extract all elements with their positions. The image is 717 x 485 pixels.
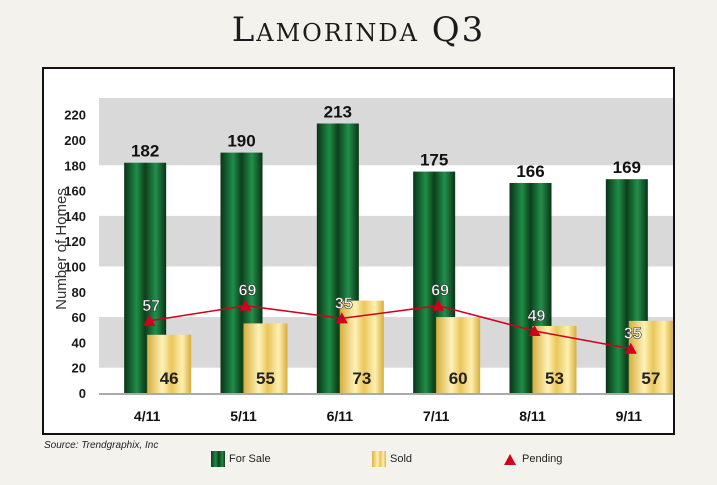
pending-marker (432, 299, 445, 311)
pending-value-label: 69 (239, 283, 257, 300)
bar-sold-label: 60 (449, 369, 468, 388)
bar-for-sale-label: 213 (324, 103, 352, 122)
bar-for-sale-label: 182 (131, 142, 159, 161)
legend-sold-label: Sold (390, 453, 413, 465)
bar-for-sale-label: 166 (516, 162, 544, 181)
bar-for-sale-label: 190 (227, 132, 255, 151)
bar-sold (147, 334, 192, 393)
y-tick-label: 100 (64, 259, 86, 274)
pending-value-label: 35 (624, 326, 642, 343)
y-axis-title: Number of Homes (53, 188, 70, 310)
bar-sold-label: 46 (160, 369, 179, 388)
legend-pending-label: Pending (522, 453, 563, 465)
y-tick-label: 40 (72, 335, 86, 350)
background-band (99, 98, 673, 140)
bar-sold-label: 53 (545, 369, 564, 388)
background-band (99, 317, 673, 368)
legend-sold: Sold (372, 451, 412, 467)
legend-sold-swatch (372, 451, 386, 467)
bar-for-sale-label: 169 (613, 158, 641, 177)
x-tick-label: 7/11 (423, 408, 450, 424)
legend-pending-marker (504, 453, 516, 465)
y-tick-label: 140 (64, 209, 86, 224)
y-tick-label: 160 (64, 184, 86, 199)
pending-marker (335, 312, 348, 324)
bar-sold-label: 73 (352, 369, 371, 388)
chart-frame: 0 20 40 60 80 100 120 140 160 180 200 220 Number of … (42, 67, 675, 435)
y-tick-label: 20 (72, 361, 86, 376)
pending-value-label: 49 (528, 308, 546, 325)
y-tick-label: 60 (72, 310, 86, 325)
legend-for-sale-label: For Sale (229, 453, 271, 465)
chart-svg: 0 20 40 60 80 100 120 140 160 180 200 220 Number of … (53, 98, 673, 424)
y-tick-label: 120 (64, 234, 86, 249)
pending-value-label: 35 (335, 295, 353, 312)
bar-sold (628, 320, 673, 393)
legend-pending: Pending (504, 451, 562, 467)
x-tick-label: 9/11 (616, 408, 643, 424)
x-tick-label: 6/11 (327, 408, 354, 424)
pending-marker (143, 314, 156, 326)
legend-for-sale: For Sale (211, 451, 271, 467)
chart-title: Lamorinda Q3 (231, 10, 486, 50)
y-tick-label: 180 (64, 158, 86, 173)
bar-sold (436, 317, 481, 393)
y-tick-label: 220 (64, 108, 86, 123)
bar-sold-label: 57 (641, 369, 660, 388)
y-tick-label: 0 (79, 386, 86, 401)
bar-for-sale-label: 175 (420, 151, 448, 170)
pending-marker (528, 325, 541, 337)
legend-for-sale-swatch (211, 451, 225, 467)
pending-marker (239, 299, 252, 311)
source-note: Source: Trendgraphix, Inc (44, 440, 159, 451)
bar-sold (243, 323, 288, 393)
x-tick-label: 4/11 (134, 408, 161, 424)
pending-marker (624, 342, 637, 354)
bar-sold-label: 55 (256, 369, 275, 388)
x-tick-label: 5/11 (230, 408, 257, 424)
y-tick-label: 200 (64, 133, 86, 148)
y-tick-label: 80 (72, 285, 86, 300)
background-band (99, 215, 673, 267)
pending-value-label: 57 (142, 298, 160, 315)
x-tick-label: 8/11 (519, 408, 546, 424)
pending-line (149, 304, 631, 350)
pending-value-label: 69 (431, 283, 449, 300)
